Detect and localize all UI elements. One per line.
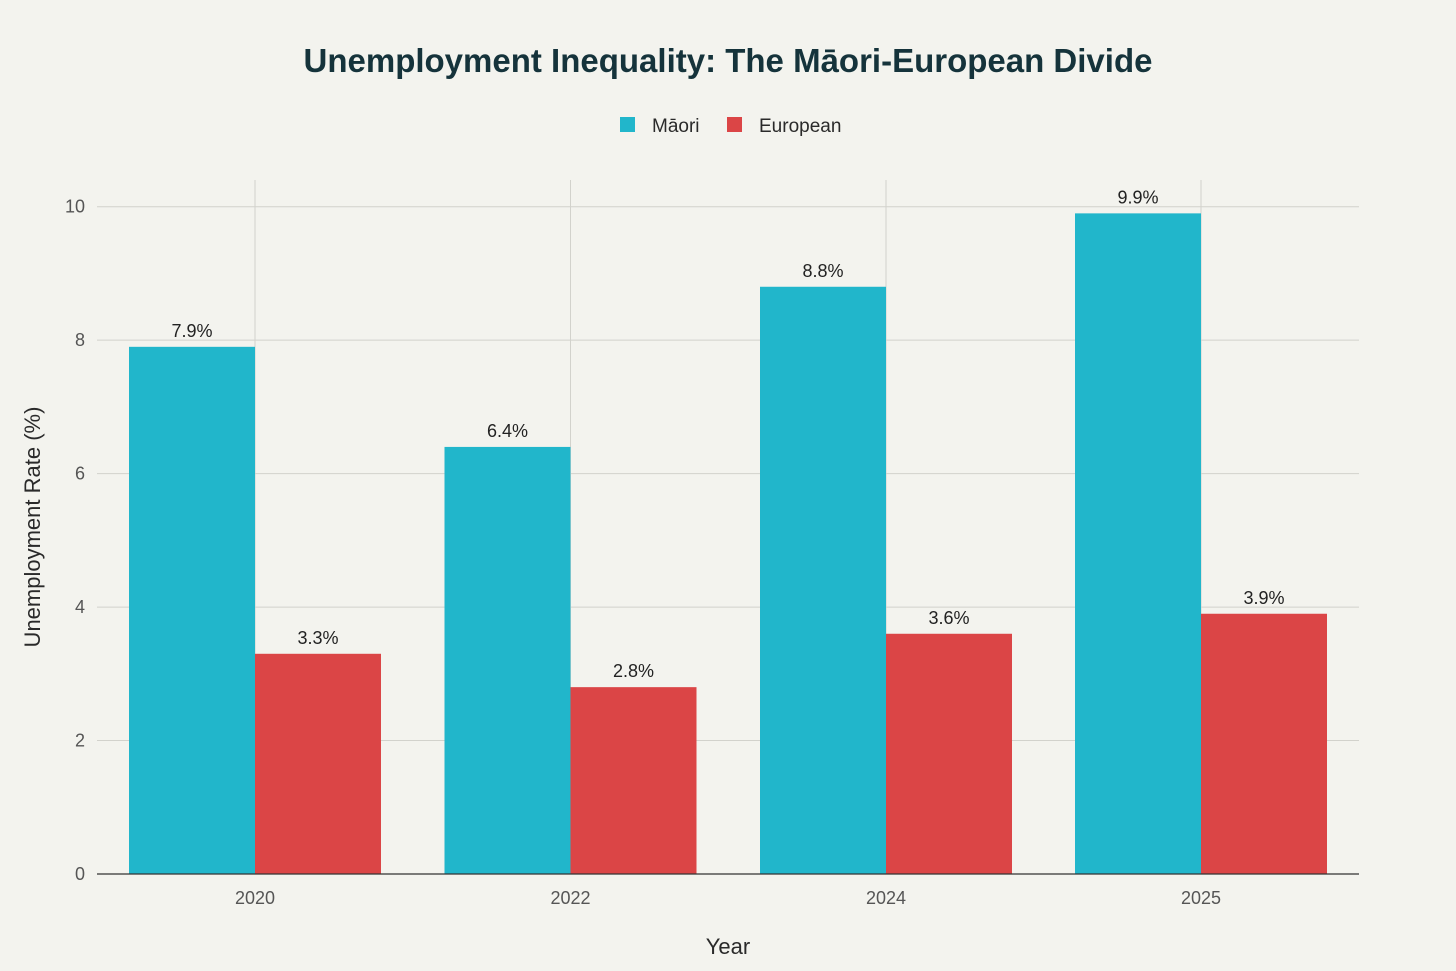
data-label-european-2022: 2.8% [613,661,654,681]
legend-label-maori: Māori [652,116,700,137]
legend: Māori European [620,116,841,137]
data-label-maori-2020: 7.9% [171,321,212,341]
y-axis-title: Unemployment Rate (%) [20,407,45,648]
data-label-european-2025: 3.9% [1243,588,1284,608]
bar-maori-2020 [129,346,255,875]
y-tick-label: 2 [75,731,85,751]
y-tick-label: 4 [75,597,85,617]
bar-european-2020 [255,653,381,874]
axes: 0 2 4 6 8 10 2020 2022 2024 2025 [65,197,1359,908]
x-axis-title: Year [706,934,750,959]
x-tick-label: 2020 [235,888,275,908]
data-label-european-2024: 3.6% [928,608,969,628]
y-tick-label: 6 [75,464,85,484]
legend-label-european: European [759,116,841,137]
y-tick-label: 10 [65,197,85,217]
x-tick-label: 2022 [550,888,590,908]
data-label-maori-2022: 6.4% [487,421,528,441]
data-labels: 7.9% 3.3% 6.4% 2.8% 8.8% 3.6% 9.9% 3.9% [171,187,1284,681]
legend-swatch-maori [620,117,635,132]
bar-maori-2022 [444,446,571,874]
y-tick-label: 8 [75,330,85,350]
x-tick-label: 2025 [1181,888,1221,908]
x-tick-label: 2024 [866,888,906,908]
bar-maori-2024 [760,286,886,874]
bar-european-2025 [1201,613,1327,874]
chart-title: Unemployment Inequality: The Māori-Europ… [304,42,1153,79]
bar-european-2024 [886,633,1012,874]
y-tick-label: 0 [75,864,85,884]
legend-swatch-european [727,117,742,132]
data-label-european-2020: 3.3% [297,628,338,648]
bar-maori-2025 [1075,213,1201,875]
data-label-maori-2024: 8.8% [802,261,843,281]
bars [129,213,1327,875]
bar-european-2022 [570,687,697,874]
data-label-maori-2025: 9.9% [1117,187,1158,207]
